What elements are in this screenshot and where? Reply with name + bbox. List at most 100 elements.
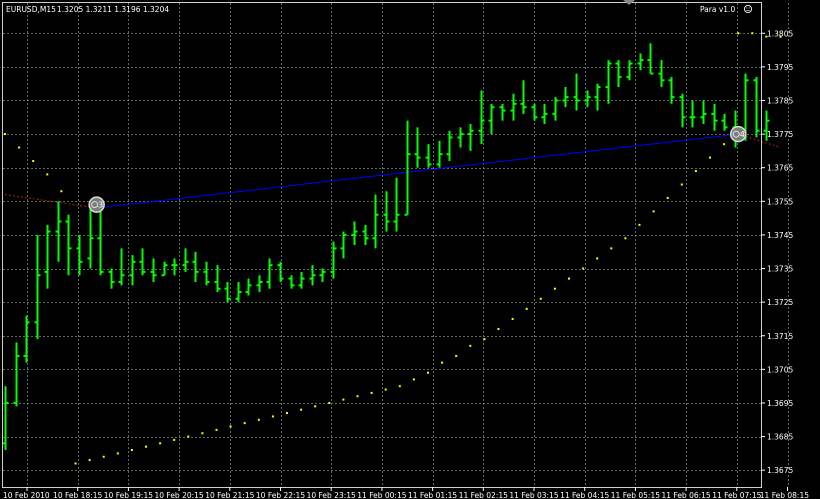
sar-dot xyxy=(694,170,697,173)
price-bar xyxy=(108,268,115,289)
price-label: 1.3685 xyxy=(767,433,793,442)
price-label: 1.3765 xyxy=(767,164,793,173)
price-label: 1.3725 xyxy=(767,298,793,307)
grid xyxy=(3,3,789,487)
time-axis[interactable]: 10 Feb 2010 10 Feb 18:15 10 Feb 19:15 10 Fe… xyxy=(3,487,809,499)
price-bar xyxy=(309,265,316,286)
price-bar xyxy=(55,201,62,262)
price-label: 1.3675 xyxy=(767,466,793,475)
price-bar xyxy=(584,90,591,108)
sar-dot xyxy=(610,247,613,250)
price-bar xyxy=(87,204,94,269)
price-bar xyxy=(753,76,760,138)
price-label: 1.3695 xyxy=(767,399,793,408)
sar-dot xyxy=(32,159,35,162)
price-label: 1.3795 xyxy=(767,63,793,72)
time-label: 10 Feb 21:15 xyxy=(205,491,254,499)
price-bar xyxy=(510,93,517,121)
parabolic-sar-dots xyxy=(4,32,782,465)
price-bar xyxy=(161,261,168,277)
sar-dot xyxy=(568,277,570,280)
price-bar xyxy=(658,60,665,88)
sar-dot xyxy=(342,398,345,401)
sar-dot xyxy=(116,452,119,455)
sar-dot xyxy=(652,210,655,213)
price-bar xyxy=(404,120,411,216)
sar-dot xyxy=(159,442,162,445)
price-bar xyxy=(139,248,146,276)
sar-dot xyxy=(553,287,556,290)
price-axis[interactable]: 1.3675 1.3685 1.3695 1.3705 1.3715 1.3725 1.37… xyxy=(761,29,793,475)
object-lines[interactable] xyxy=(4,133,781,209)
smiley-icon xyxy=(743,4,753,14)
price-bar xyxy=(150,258,157,282)
trend-line[interactable] xyxy=(96,133,739,209)
sar-dot xyxy=(765,35,768,38)
sar-dot xyxy=(145,445,147,448)
price-bar xyxy=(319,268,326,282)
price-label: 1.3805 xyxy=(767,29,793,38)
sar-dot xyxy=(4,133,6,136)
marker-glyph xyxy=(732,130,740,138)
price-bar xyxy=(531,103,538,121)
time-label: 11 Feb 04:15 xyxy=(560,491,609,499)
price-bar xyxy=(637,53,644,71)
price-label: 1.3785 xyxy=(767,96,793,105)
sar-dot xyxy=(638,223,641,226)
time-label: 10 Feb 2010 xyxy=(3,491,50,499)
price-bar xyxy=(235,281,242,303)
sar-dot xyxy=(300,408,303,411)
ray-right[interactable] xyxy=(738,133,781,149)
time-label: 11 Feb 03:15 xyxy=(509,491,558,499)
ohlc-values: 1.3205 1.3211 1.3196 1.3204 xyxy=(57,5,169,14)
price-bar xyxy=(44,224,51,289)
price-bar xyxy=(626,60,633,81)
sar-dot xyxy=(666,196,669,199)
sar-dot xyxy=(46,173,49,176)
sar-dot xyxy=(60,190,63,193)
point-marker-4[interactable]: 4 xyxy=(729,125,747,143)
price-bar xyxy=(689,100,696,128)
price-bar xyxy=(288,275,295,289)
time-label: 10 Feb 18:15 xyxy=(53,491,102,499)
sar-dot xyxy=(737,32,740,35)
time-label: 11 Feb 02:15 xyxy=(459,491,508,499)
price-bar xyxy=(245,278,252,296)
sar-dot xyxy=(88,459,91,462)
indicator-name: Para v1.0 xyxy=(700,5,735,14)
price-bar xyxy=(330,241,337,279)
price-bar xyxy=(436,140,443,168)
price-bar xyxy=(351,221,358,245)
marker-label: 4 xyxy=(740,130,745,139)
price-bar xyxy=(192,251,199,282)
price-bar xyxy=(763,110,770,141)
sar-dot xyxy=(624,237,627,240)
price-bar xyxy=(34,234,41,340)
sar-dot xyxy=(130,449,133,452)
sar-dot xyxy=(539,297,542,300)
sar-dot xyxy=(427,371,429,374)
sar-dot xyxy=(469,344,472,347)
price-label: 1.3705 xyxy=(767,365,793,374)
sar-dot xyxy=(412,378,415,381)
object-markers[interactable]: 34 xyxy=(88,125,747,213)
price-bar xyxy=(562,87,569,108)
sar-dot xyxy=(398,385,401,388)
ray-left[interactable] xyxy=(4,194,97,209)
sar-dot xyxy=(779,35,782,38)
sar-dot xyxy=(187,435,190,438)
sar-dot xyxy=(18,146,21,149)
point-marker-3[interactable]: 3 xyxy=(88,196,105,213)
sar-dot xyxy=(328,401,331,404)
chart-shift-marker[interactable] xyxy=(623,0,635,5)
sar-dot xyxy=(441,361,444,364)
symbol-label: EURUSD,M15 xyxy=(6,5,56,14)
price-bar xyxy=(647,43,654,75)
sar-dot xyxy=(173,438,176,441)
sar-dot xyxy=(511,317,514,320)
sar-dot xyxy=(314,405,317,408)
sar-dot xyxy=(525,307,528,310)
sar-dot xyxy=(243,422,246,425)
marker-label: 3 xyxy=(98,201,103,210)
